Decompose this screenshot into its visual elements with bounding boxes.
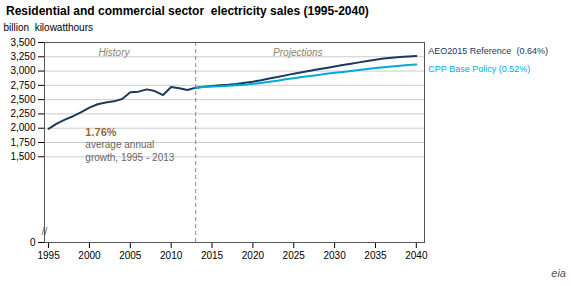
html-text:eia: eia — [551, 267, 566, 279]
svg-text:1995: 1995 — [37, 250, 60, 261]
svg-text:2035: 2035 — [364, 250, 387, 261]
svg-text:1.76%: 1.76% — [85, 126, 116, 138]
svg-text:billion kilowatthours: billion kilowatthours — [4, 22, 94, 33]
svg-text:Projections: Projections — [273, 47, 322, 58]
svg-text:2,750: 2,750 — [10, 80, 35, 91]
svg-text:2000: 2000 — [78, 250, 101, 261]
svg-text:2015: 2015 — [201, 250, 224, 261]
svg-text:3,250: 3,250 — [10, 51, 35, 62]
svg-text:2005: 2005 — [119, 250, 142, 261]
svg-text:2,500: 2,500 — [10, 94, 35, 105]
svg-text:average annualgrowth, 1995 - 2: average annualgrowth, 1995 - 2013 — [85, 139, 174, 163]
svg-text:2010: 2010 — [160, 250, 183, 261]
svg-text:1,750: 1,750 — [10, 137, 35, 148]
svg-text:3,500: 3,500 — [10, 37, 35, 48]
svg-text:3,000: 3,000 — [10, 65, 35, 76]
svg-text:CPP Base Policy (0.52%): CPP Base Policy (0.52%) — [428, 64, 530, 74]
svg-text:2030: 2030 — [323, 250, 346, 261]
svg-text:History: History — [98, 47, 130, 58]
svg-text:1,500: 1,500 — [10, 151, 35, 162]
svg-text:2020: 2020 — [242, 250, 265, 261]
svg-text:2040: 2040 — [405, 250, 428, 261]
svg-text:0: 0 — [30, 237, 36, 248]
svg-text:AEO2015 Reference (0.64%): AEO2015 Reference (0.64%) — [428, 46, 548, 56]
svg-text:2,000: 2,000 — [10, 122, 35, 133]
svg-text:2025: 2025 — [283, 250, 306, 261]
html-text:Residential and commercial sec: Residential and commercial sector electr… — [6, 4, 369, 18]
svg-text:2,250: 2,250 — [10, 108, 35, 119]
